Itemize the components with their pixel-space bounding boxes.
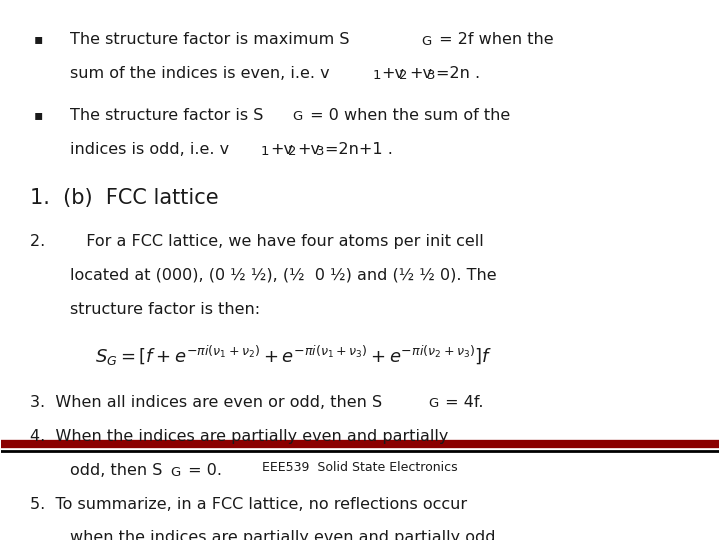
Text: 3: 3 — [315, 145, 324, 158]
Text: indices is odd, i.e. v: indices is odd, i.e. v — [70, 142, 229, 157]
Text: 2: 2 — [288, 145, 297, 158]
Text: 5.  To summarize, in a FCC lattice, no reflections occur: 5. To summarize, in a FCC lattice, no re… — [30, 497, 467, 511]
Text: 1.  (b)  FCC lattice: 1. (b) FCC lattice — [30, 188, 219, 208]
Text: odd, then S: odd, then S — [70, 463, 162, 478]
Text: 2.        For a FCC lattice, we have four atoms per init cell: 2. For a FCC lattice, we have four atoms… — [30, 234, 484, 249]
Text: =2n .: =2n . — [436, 66, 480, 81]
Text: G: G — [422, 35, 432, 48]
Text: G: G — [292, 110, 303, 123]
Text: +v: +v — [270, 142, 293, 157]
Text: +v: +v — [297, 142, 320, 157]
Text: = 0.: = 0. — [183, 463, 222, 478]
Text: G: G — [171, 465, 181, 478]
Text: ▪: ▪ — [34, 32, 43, 46]
Text: The structure factor is S: The structure factor is S — [70, 107, 263, 123]
Text: 4.  When the indices are partially even and partially: 4. When the indices are partially even a… — [30, 429, 449, 444]
Text: $S_G = \left[f + e^{-\pi i(\nu_1+\nu_2)} + e^{-\pi i(\nu_1+\nu_3)} + e^{-\pi i(\: $S_G = \left[f + e^{-\pi i(\nu_1+\nu_2)}… — [94, 344, 492, 368]
Text: 3: 3 — [427, 69, 435, 82]
Text: ▪: ▪ — [34, 107, 43, 122]
Text: +v: +v — [382, 66, 405, 81]
Text: = 0 when the sum of the: = 0 when the sum of the — [305, 107, 510, 123]
Text: located at (000), (0 ½ ½), (½  0 ½) and (½ ½ 0). The: located at (000), (0 ½ ½), (½ 0 ½) and (… — [70, 268, 496, 283]
Text: +v: +v — [409, 66, 432, 81]
Text: 2: 2 — [400, 69, 408, 82]
Text: EEE539  Solid State Electronics: EEE539 Solid State Electronics — [262, 461, 458, 474]
Text: when the indices are partially even and partially odd.: when the indices are partially even and … — [70, 530, 500, 540]
Text: The structure factor is maximum S: The structure factor is maximum S — [70, 32, 349, 47]
Text: structure factor is then:: structure factor is then: — [70, 302, 260, 316]
Text: =2n+1 .: =2n+1 . — [325, 142, 392, 157]
Text: = 4f.: = 4f. — [441, 395, 484, 410]
Text: 1: 1 — [372, 69, 381, 82]
Text: G: G — [428, 397, 438, 410]
Text: sum of the indices is even, i.e. v: sum of the indices is even, i.e. v — [70, 66, 329, 81]
Text: = 2f when the: = 2f when the — [434, 32, 554, 47]
Text: 1: 1 — [261, 145, 269, 158]
Text: 3.  When all indices are even or odd, then S: 3. When all indices are even or odd, the… — [30, 395, 382, 410]
